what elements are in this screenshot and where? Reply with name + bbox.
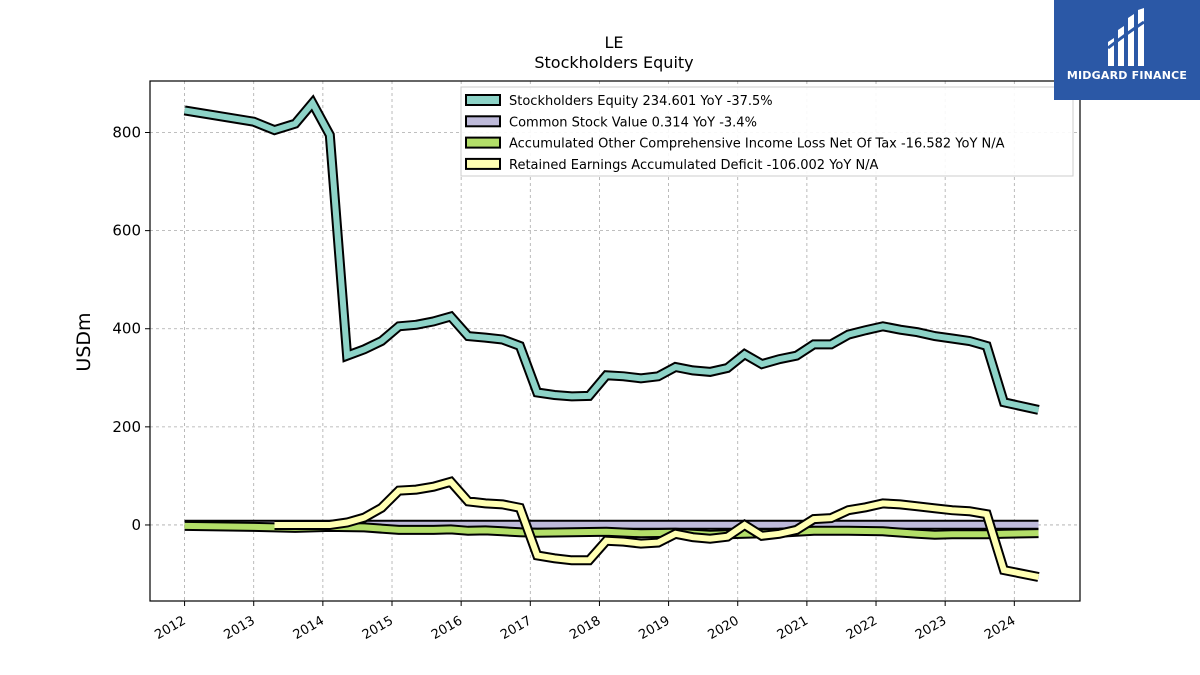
legend-label: Stockholders Equity 234.601 YoY -37.5%	[509, 94, 773, 109]
x-tick-label: 2018	[567, 613, 603, 643]
y-tick-label: 0	[131, 516, 141, 534]
legend-label: Common Stock Value 0.314 YoY -3.4%	[509, 115, 757, 130]
series-3	[274, 476, 1040, 582]
x-tick-label: 2015	[360, 613, 396, 643]
y-ticks: 0 200 400 600 800	[112, 124, 150, 534]
legend-box	[460, 86, 1074, 177]
legend-swatch	[465, 94, 501, 106]
series-2	[184, 520, 1039, 540]
legend-label: Retained Earnings Accumulated Deficit -1…	[509, 158, 879, 173]
series-line	[274, 478, 1040, 580]
chart-title-group: LE Stockholders Equity	[534, 33, 693, 72]
brand-name: MIDGARD FINANCE	[1066, 69, 1188, 82]
x-tick-label: 2012	[152, 613, 188, 643]
plot-frame	[149, 80, 1081, 602]
series-layer	[183, 94, 1040, 582]
series-0	[183, 94, 1040, 415]
series-line	[184, 522, 1039, 538]
x-tick-label: 2020	[706, 613, 742, 643]
x-tick-label: 2021	[775, 613, 811, 643]
y-tick-label: 600	[112, 222, 141, 240]
brand-logo-badge: MIDGARD FINANCE	[1054, 0, 1200, 100]
chart-title: LE	[604, 33, 623, 52]
x-tick-label: 2017	[498, 613, 534, 643]
x-tick-label: 2023	[913, 613, 949, 643]
x-tick-label: 2019	[636, 613, 672, 643]
legend-swatch	[465, 136, 501, 149]
y-tick-label: 200	[112, 418, 141, 436]
x-tick-label: 2013	[222, 613, 258, 643]
x-tick-label: 2016	[429, 613, 465, 643]
midgard-logo-icon	[1107, 8, 1145, 66]
series-line	[184, 97, 1040, 413]
y-axis-label: USDm	[73, 312, 95, 371]
legend-swatch	[465, 157, 501, 170]
legend-label: Accumulated Other Comprehensive Income L…	[509, 137, 1005, 152]
legend: Stockholders Equity 234.601 YoY -37.5% Co…	[460, 86, 1074, 177]
x-tick-label: 2014	[291, 613, 327, 643]
x-tick-label: 2024	[982, 613, 1018, 643]
y-tick-label: 800	[112, 124, 141, 142]
x-tick-label: 2022	[844, 613, 880, 643]
x-ticks: 2012 2013 2014 2015 2016 2017 2018 2019 2020 2021…	[152, 601, 1018, 643]
legend-swatch	[465, 115, 501, 128]
chart-subtitle: Stockholders Equity	[534, 53, 693, 72]
y-tick-label: 400	[112, 320, 141, 338]
